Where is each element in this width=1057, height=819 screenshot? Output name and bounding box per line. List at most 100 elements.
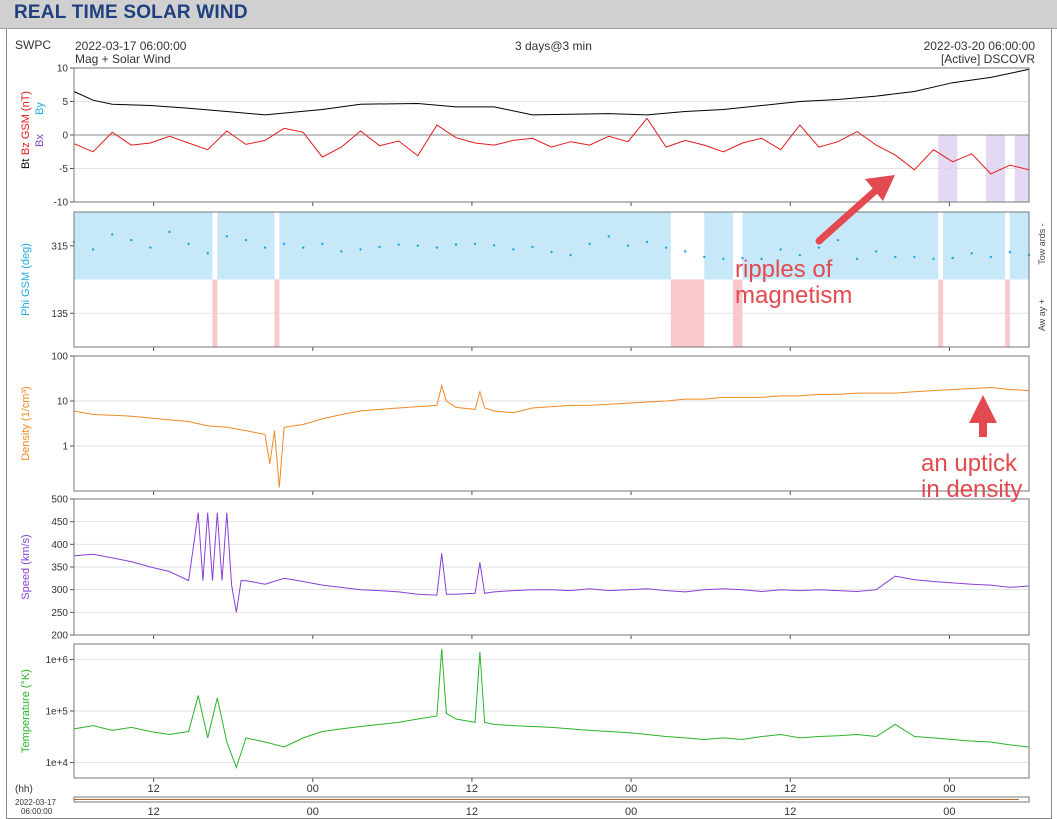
phi-point-15 <box>359 248 362 251</box>
phi-point-39 <box>817 246 821 249</box>
phi-gap-3 <box>732 212 743 280</box>
series-bz-line <box>73 117 1030 175</box>
ytick-label-mag-3: -5 <box>59 164 68 175</box>
phi-point-9 <box>244 238 248 242</box>
panel-phi-frame <box>73 211 1030 348</box>
phi-point-32 <box>684 250 687 253</box>
phi-point-49 <box>1008 250 1012 254</box>
org-label: SWPC <box>15 38 51 52</box>
xtick-label-bottom-2: 12 <box>466 806 478 818</box>
ytick-label-speed-6: 200 <box>51 631 68 642</box>
phi-point-47 <box>970 252 973 255</box>
phi-point-12 <box>302 246 305 249</box>
annotation-ripples-line2: magnetism <box>735 282 853 309</box>
phi-point-5 <box>168 230 171 234</box>
phi-point-42 <box>875 250 878 253</box>
footer-time: 06:00:00 <box>21 807 53 816</box>
ytick-label-phi-0: 315 <box>51 241 68 252</box>
legend-bx: Bx <box>34 134 46 147</box>
xtick-label-bottom-4: 12 <box>784 806 796 818</box>
legend-by: By <box>34 102 46 115</box>
phi-point-31 <box>664 246 668 249</box>
phi-point-28 <box>607 235 610 238</box>
phi-point-40 <box>836 238 840 242</box>
xtick-label-bottom-1: 00 <box>307 806 319 818</box>
phi-point-29 <box>626 244 630 247</box>
phi-point-21 <box>473 242 477 246</box>
ytick-label-mag-2: 0 <box>62 131 68 142</box>
phi-away-label: Aw ay + <box>1037 299 1047 331</box>
solar-wind-charts: 10 5 0 -5 -10 Bt Bz GSM (nT) By Bx 315 135 Phi GSM … <box>15 64 1047 819</box>
ytick-label-phi-1: 135 <box>51 309 68 320</box>
phi-away-band-4 <box>938 279 944 347</box>
phi-point-34 <box>722 257 725 261</box>
xtick-label-top-1: 00 <box>307 783 319 795</box>
phi-point-41 <box>855 257 859 261</box>
phi-point-27 <box>588 242 591 246</box>
phi-point-14 <box>340 250 343 253</box>
xtick-label-bottom-0: 12 <box>147 806 159 818</box>
phi-point-46 <box>951 256 954 260</box>
phi-point-23 <box>512 248 515 251</box>
legend-bt: Bt <box>20 159 32 169</box>
ytick-label-density-0: 100 <box>51 352 68 363</box>
phi-toward-band <box>74 212 1029 280</box>
phi-towards-label: Tow ards - <box>1037 223 1047 265</box>
ytick-label-speed-3: 350 <box>51 563 68 574</box>
phi-gap-4 <box>938 212 944 280</box>
ytick-label-density-2: 1 <box>62 442 68 453</box>
plot-frame: SWPC 2022-03-17 06:00:00 Mag + Solar Win… <box>6 29 1052 819</box>
panel-mag-frame <box>73 67 1030 203</box>
start-time: 2022-03-17 06:00:00 <box>75 39 187 53</box>
ytick-label-density-1: 10 <box>57 397 69 408</box>
xtick-label-top-2: 12 <box>466 783 478 795</box>
xtick-label-top-3: 00 <box>625 783 637 795</box>
end-time: 2022-03-20 06:00:00 <box>923 39 1035 53</box>
xtick-label-bottom-5: 00 <box>943 806 955 818</box>
footer-date: 2022-03-17 <box>15 798 56 807</box>
phi-point-10 <box>263 246 267 249</box>
phi-point-17 <box>397 243 400 246</box>
phi-point-7 <box>206 252 209 255</box>
ytick-label-speed-5: 250 <box>51 608 68 619</box>
phi-away-band-5 <box>1005 279 1010 347</box>
xtick-label-bottom-3: 00 <box>625 806 637 818</box>
phi-point-38 <box>798 253 801 257</box>
data-source: [Active] DSCOVR <box>940 52 1035 66</box>
annotation-ripples-line1: ripples of <box>735 256 833 283</box>
bx-by-band-0 <box>938 135 958 202</box>
xtick-label-top-0: 12 <box>147 783 159 795</box>
phi-away-band-3 <box>732 279 743 347</box>
phi-point-45 <box>932 257 935 261</box>
ytick-label-speed-0: 500 <box>51 495 68 506</box>
hh-label: (hh) <box>15 784 33 795</box>
ylabel-speed: Speed (km/s) <box>20 534 32 599</box>
phi-point-18 <box>416 244 419 247</box>
ytick-label-speed-1: 450 <box>51 517 68 528</box>
time-span: 3 days@3 min <box>515 39 592 53</box>
xtick-label-top-4: 12 <box>784 783 796 795</box>
panel-temperature-frame <box>73 643 1030 779</box>
phi-gap-2 <box>670 212 705 280</box>
phi-point-16 <box>378 245 381 249</box>
phi-point-48 <box>989 255 992 259</box>
phi-gap-1 <box>274 212 280 280</box>
ylabel-density: Density (1/cm³) <box>20 386 32 461</box>
arrow-uptick-head <box>969 395 997 423</box>
phi-point-44 <box>913 255 916 259</box>
ytick-label-temperature-1: 1e+5 <box>45 707 68 718</box>
phi-gap-0 <box>212 212 218 280</box>
phi-point-8 <box>225 235 228 238</box>
phi-point-24 <box>531 245 534 249</box>
phi-point-33 <box>703 255 706 259</box>
phi-point-30 <box>645 240 649 244</box>
ytick-label-speed-4: 300 <box>51 585 68 596</box>
phi-point-43 <box>894 255 897 259</box>
series-density-line <box>73 383 1030 488</box>
arrow-ripples-head <box>865 175 895 201</box>
phi-point-4 <box>149 246 152 249</box>
ytick-label-temperature-2: 1e+4 <box>45 758 68 769</box>
phi-point-13 <box>321 242 324 246</box>
xtick-label-top-5: 00 <box>943 783 955 795</box>
ytick-label-mag-4: -10 <box>54 198 69 209</box>
